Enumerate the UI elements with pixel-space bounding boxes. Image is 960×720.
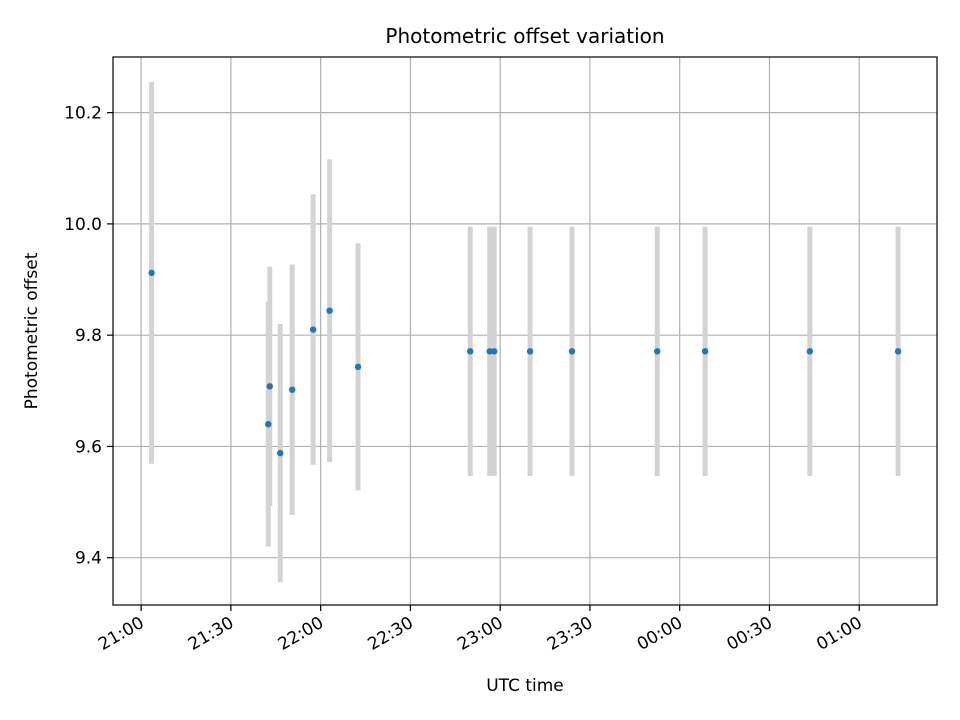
grid-lines [113,57,937,605]
data-point [309,326,317,333]
data-point [486,348,493,355]
data-point [148,269,155,277]
plot-frame [112,56,938,606]
y-tick-label: 10.0 [64,215,102,235]
data-points [148,269,902,457]
data-point [568,348,576,355]
axis-ticks [107,112,860,611]
data-point [526,348,534,355]
data-point [654,348,661,355]
x-axis-label: UTC time [486,676,564,696]
data-point [277,449,284,457]
data-point [894,348,902,355]
data-point [354,363,362,371]
y-tick-label: 9.4 [75,549,102,569]
data-point [806,348,814,355]
data-point [326,307,333,314]
data-point [467,348,474,355]
data-point [265,420,272,428]
data-point [490,348,498,355]
y-axis-label: Photometric offset [22,252,42,409]
y-tick-label: 9.6 [75,437,102,457]
y-tick-label: 9.8 [75,326,102,346]
y-tick-label: 10.2 [64,104,102,124]
data-point [289,386,296,393]
data-point [266,383,273,390]
chart-title: Photometric offset variation [385,24,664,48]
data-point [701,348,709,355]
